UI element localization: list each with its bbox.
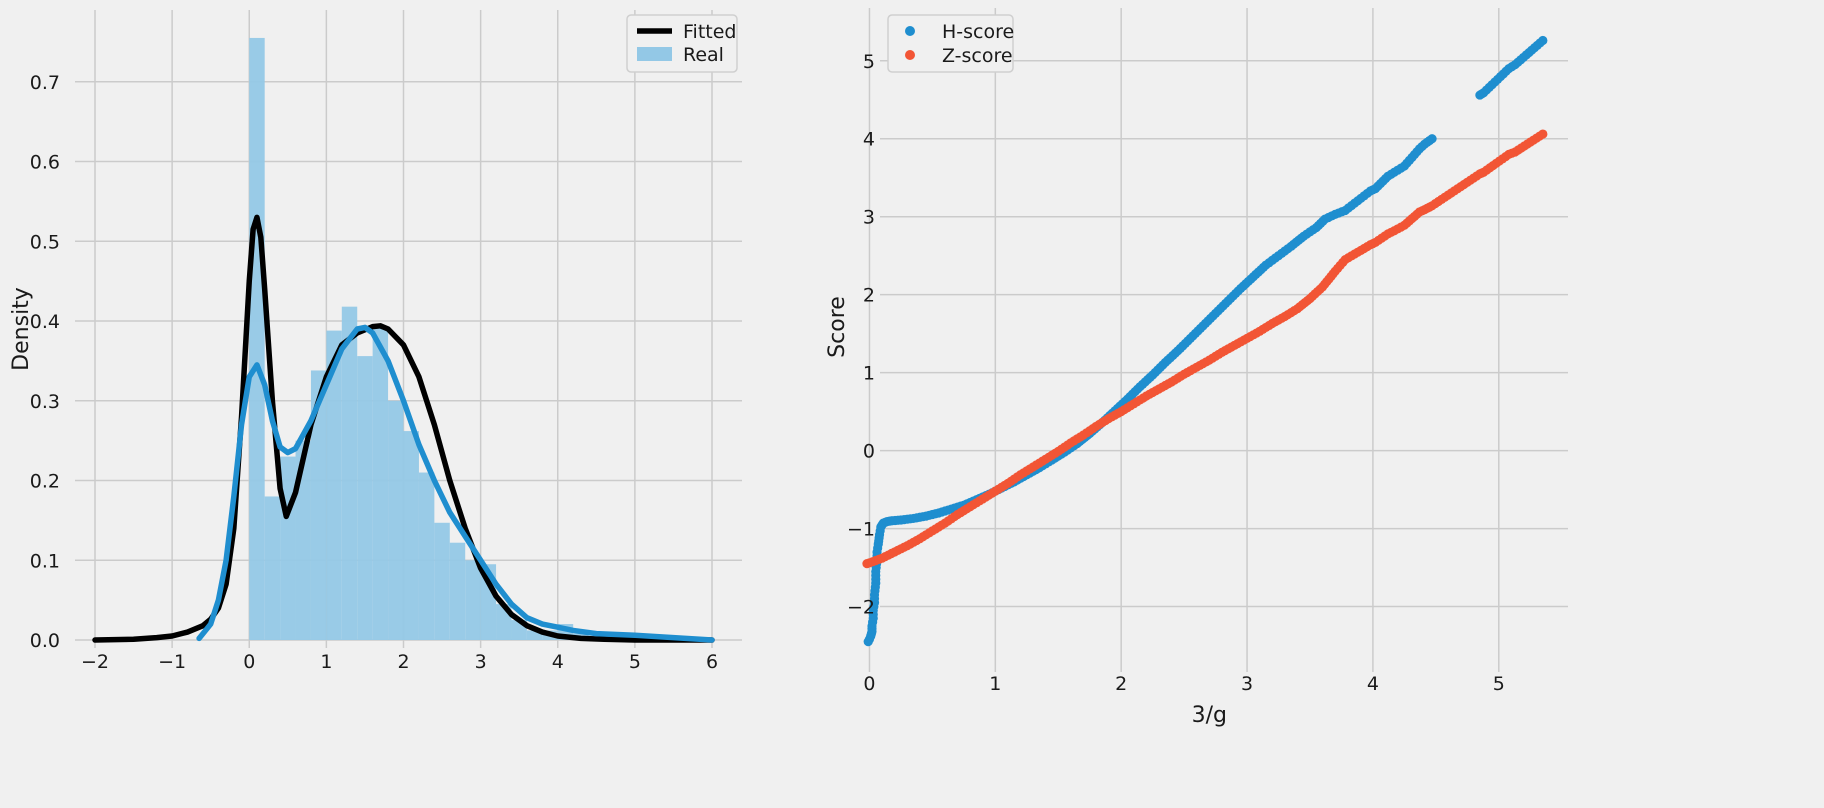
score-y-tick-label: 1	[863, 363, 875, 385]
density-x-tick-label: 4	[552, 651, 564, 673]
density-lines	[92, 214, 715, 643]
density-x-tick-label: 6	[706, 651, 718, 673]
legend-real-label: Real	[683, 44, 724, 66]
density-y-tick-label: 0.7	[30, 72, 60, 94]
density-y-tick-label: 0.5	[30, 231, 60, 253]
density-x-tick-label: −2	[81, 651, 109, 673]
density-tick-labels: −2 −1 0 1 2 3 4 5 6 0.0 0.1 0.2 0.3 0.4 0.5 0.6 0.7	[30, 72, 718, 673]
h-score-point	[1427, 134, 1437, 144]
density-x-tick-label: −1	[158, 651, 186, 673]
score-x-tick-label: 5	[1493, 673, 1505, 695]
score-y-axis-label: Score	[825, 296, 850, 358]
score-grid	[868, 8, 1568, 672]
score-y-tick-label: 2	[863, 285, 875, 307]
density-x-tick-label: 2	[397, 651, 409, 673]
histogram-bar	[341, 306, 358, 640]
histogram-bar	[449, 542, 466, 640]
density-grid	[75, 10, 742, 648]
density-y-tick-label: 0.0	[30, 630, 60, 652]
score-x-tick-label: 0	[863, 673, 875, 695]
density-y-axis-label: Density	[9, 287, 34, 371]
histogram-bar	[264, 496, 281, 640]
score-x-tick-label: 3	[1241, 673, 1253, 695]
density-x-tick-label: 1	[320, 651, 332, 673]
density-y-tick-label: 0.3	[30, 391, 60, 413]
score-y-tick-label: 3	[863, 207, 875, 229]
legend-real-swatch	[637, 47, 672, 61]
score-y-tick-label: 4	[863, 129, 875, 151]
histogram-bar	[310, 370, 327, 640]
density-y-tick-label: 0.6	[30, 152, 60, 174]
density-panel: −2 −1 0 1 2 3 4 5 6 0.0 0.1 0.2 0.3 0.4 0.5 0.6 0.7 Dens…	[9, 10, 742, 673]
density-y-tick-label: 0.2	[30, 471, 60, 493]
legend-fitted-label: Fitted	[683, 21, 736, 43]
legend-h-score-marker	[905, 26, 915, 36]
score-x-tick-label: 4	[1367, 673, 1379, 695]
histogram-bar	[249, 37, 265, 640]
histogram-bar	[295, 440, 311, 640]
kde-density-line	[196, 324, 715, 643]
score-y-tick-label: −1	[847, 519, 875, 541]
histogram-bar	[403, 431, 419, 640]
h-score-point	[1538, 35, 1548, 46]
score-tick-labels: 0 1 2 3 4 5 −2 −1 0 1 2 3 4 5	[847, 51, 1505, 695]
histogram-bar	[434, 522, 450, 640]
histogram-bar	[357, 356, 373, 640]
score-y-tick-label: 5	[863, 51, 875, 73]
z-score-point	[1538, 129, 1548, 139]
score-points	[862, 35, 1548, 647]
legend-z-score-marker	[905, 50, 915, 60]
density-x-tick-label: 0	[243, 651, 255, 673]
score-y-tick-label: 0	[863, 441, 875, 463]
density-y-tick-label: 0.1	[30, 550, 60, 572]
histogram-bar	[465, 560, 481, 640]
density-x-tick-label: 3	[475, 651, 487, 673]
legend-z-score-label: Z-score	[942, 45, 1013, 67]
histogram-bar	[372, 326, 389, 640]
score-y-tick-label: −2	[847, 597, 875, 619]
score-x-axis-label: 3/g	[1192, 703, 1227, 728]
histogram-bar	[526, 630, 543, 640]
density-x-tick-label: 5	[629, 651, 641, 673]
score-x-tick-label: 1	[989, 673, 1001, 695]
histogram-bar	[326, 330, 342, 640]
histogram-bar	[418, 472, 435, 640]
legend-h-score-label: H-score	[942, 21, 1014, 43]
density-y-tick-label: 0.4	[30, 311, 60, 333]
score-panel: 0 1 2 3 4 5 −2 −1 0 1 2 3 4 5 3/g Score H-scoreZ-scor…	[825, 8, 1568, 728]
score-legend-frame	[887, 14, 1014, 73]
score-x-tick-label: 2	[1115, 673, 1127, 695]
histogram-bars	[249, 37, 589, 640]
histogram-bar	[388, 400, 404, 640]
